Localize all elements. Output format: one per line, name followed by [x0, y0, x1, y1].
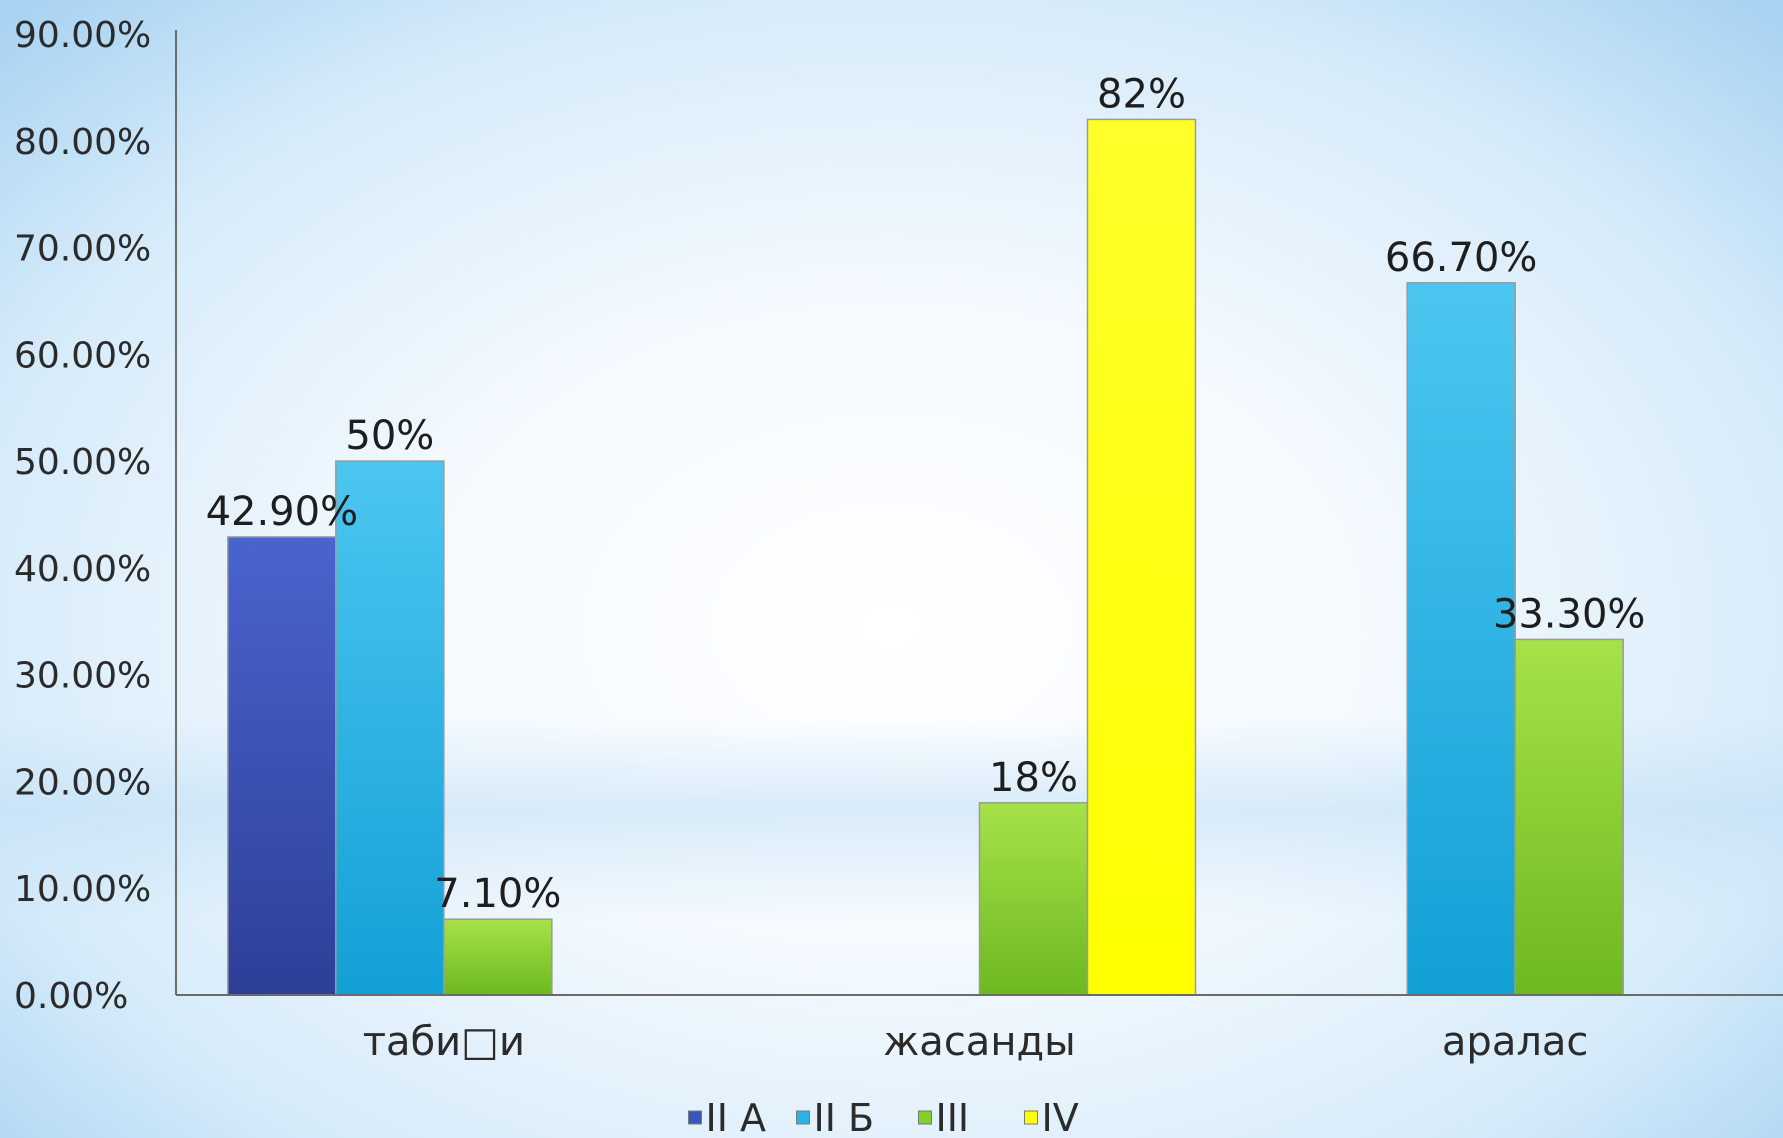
- data-label: 50%: [345, 413, 434, 459]
- legend-label: II Б: [814, 1096, 875, 1138]
- legend-item: III: [918, 1096, 970, 1138]
- y-tick-label: 70.00%: [14, 229, 151, 270]
- data-label: 82%: [1097, 71, 1186, 117]
- y-tick-label: 80.00%: [14, 122, 151, 163]
- y-tick-label: 50.00%: [14, 442, 151, 483]
- legend-swatch: [796, 1110, 810, 1125]
- bar: [1514, 638, 1624, 996]
- bar: [335, 460, 445, 996]
- data-label: 42.90%: [206, 489, 359, 535]
- data-label: 7.10%: [434, 871, 561, 917]
- legend-item: II А: [688, 1096, 767, 1138]
- bars-layer: [227, 118, 1624, 996]
- legend-label: III: [936, 1096, 970, 1138]
- x-tick-label: жасанды: [883, 1019, 1075, 1065]
- x-tick-label: аралас: [1442, 1019, 1588, 1065]
- legend-label: IV: [1042, 1096, 1079, 1138]
- bar: [227, 536, 337, 996]
- y-tick-label: 90.00%: [14, 15, 151, 56]
- legend-swatch: [1024, 1110, 1038, 1125]
- legend-swatch: [688, 1110, 702, 1125]
- legend: II А II Б III IV: [688, 1096, 1079, 1138]
- legend-item: II Б: [796, 1096, 875, 1138]
- y-tick-label: 30.00%: [14, 656, 151, 697]
- data-label: 33.30%: [1493, 591, 1646, 637]
- y-tick-label: 10.00%: [14, 869, 151, 910]
- bar: [1086, 118, 1197, 996]
- legend-swatch: [918, 1110, 932, 1125]
- bar: [978, 802, 1089, 996]
- x-tick-label: таби□и: [363, 1019, 525, 1065]
- legend-item: IV: [1024, 1096, 1079, 1138]
- y-tick-label: 0.00%: [14, 976, 128, 1017]
- y-tick-label: 60.00%: [14, 335, 151, 376]
- bar: [443, 918, 553, 996]
- data-labels-layer: 42.90% 50% 7.10% 18% 82% 66.70% 33.30%: [206, 71, 1646, 917]
- y-tick-label: 20.00%: [14, 762, 151, 803]
- data-label: 66.70%: [1385, 235, 1538, 281]
- axes-layer: 0.00% 10.00% 20.00% 30.00% 40.00% 50.00% 60.00…: [14, 15, 1783, 1065]
- bar: [1406, 282, 1516, 996]
- y-tick-label: 40.00%: [14, 549, 151, 590]
- legend-label: II А: [706, 1096, 767, 1138]
- data-label: 18%: [989, 755, 1078, 801]
